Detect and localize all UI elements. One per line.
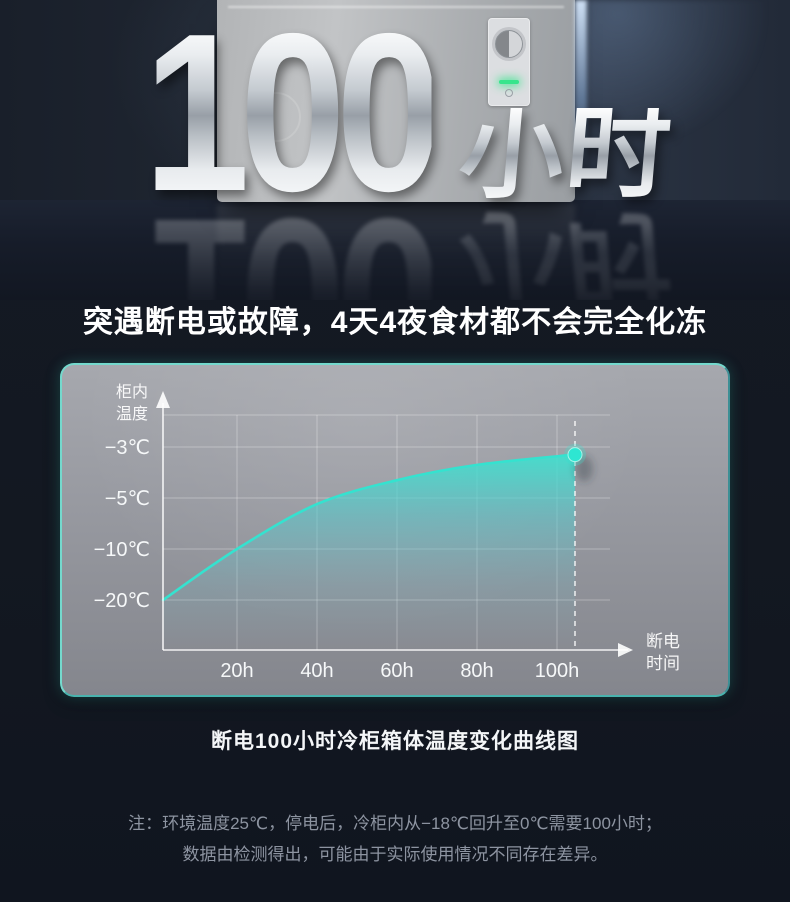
x-tick-label: 60h [380, 660, 413, 682]
power-icon [505, 89, 513, 97]
hero-unit-reflection: 小时 [454, 198, 677, 300]
y-tick-label: −20℃ [94, 590, 150, 612]
temperature-dial-icon [495, 30, 523, 58]
y-tick-label: −10℃ [94, 539, 150, 561]
hero-section: 100 小时 100 小时 [0, 0, 790, 300]
light-haze [588, 0, 790, 170]
chart-axes [156, 391, 633, 657]
temperature-chart-panel: −3℃ −5℃ −10℃ −20℃ 20h 40h 60h 80h 100h 柜内温度断电时间 [60, 363, 730, 697]
x-tick-label: 100h [535, 660, 580, 682]
power-led-indicator [499, 80, 519, 84]
y-tick-label: −5℃ [105, 488, 150, 510]
footnote-line-1: 注：环境温度25℃，停电后，冷柜内从−18℃回升至0℃需要100小时； [128, 814, 662, 833]
y-axis-title: 柜内 [116, 383, 148, 401]
hero-number: 100 [143, 0, 443, 238]
x-axis-title: 断电 [646, 632, 680, 651]
y-axis-arrow-icon [156, 391, 170, 408]
footnote-line-2: 数据由检测得出，可能由于实际使用情况不同存在差异。 [182, 845, 608, 864]
light-streak [575, 0, 587, 178]
y-axis-title: 温度 [116, 405, 148, 423]
freezer-image [217, 0, 575, 202]
y-tick-label: −3℃ [105, 437, 150, 459]
temperature-area-fill [163, 454, 575, 650]
temperature-curve [161, 453, 577, 602]
x-tick-label: 40h [300, 660, 333, 682]
footnote: 注：环境温度25℃，停电后，冷柜内从−18℃回升至0℃需要100小时； 数据由检… [0, 808, 790, 870]
x-axis-title: 时间 [646, 654, 680, 673]
freezer-control-panel [488, 18, 530, 106]
hero-title: 100 小时 [0, 0, 790, 238]
curve-end-dot [567, 447, 583, 463]
headline: 突遇断电或故障，4天4夜食材都不会完全化冻 [82, 306, 708, 339]
hero-unit: 小时 [454, 95, 677, 212]
x-tick-label: 20h [220, 660, 253, 682]
x-tick-label: 80h [460, 660, 493, 682]
floor-reflection-surface [0, 200, 790, 300]
x-axis-arrow-icon [618, 643, 633, 657]
freezer-reflection [217, 204, 575, 294]
chart-caption: 断电100小时冷柜箱体温度变化曲线图 [210, 730, 580, 753]
